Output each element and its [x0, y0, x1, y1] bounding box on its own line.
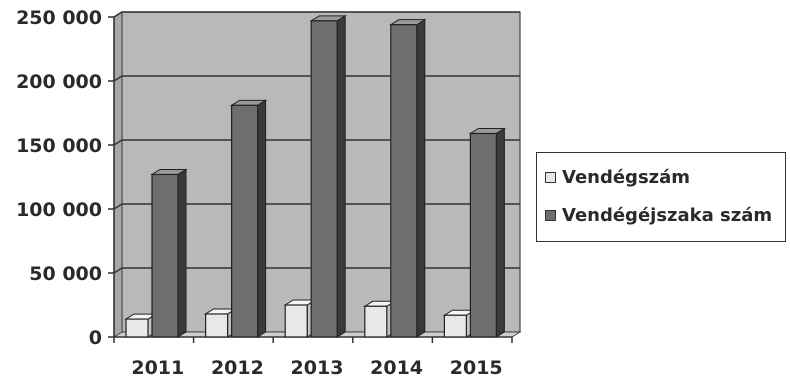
- plot-side-wall: [113, 11, 123, 338]
- bar-vendegejszaka-2015: [469, 132, 497, 338]
- x-tick-label: 2014: [370, 357, 423, 379]
- bar-vendegejszaka-2011-side: [177, 168, 187, 338]
- x-tick-label: 2015: [450, 357, 503, 379]
- gridline: [113, 139, 520, 146]
- y-tick-label: 0: [89, 327, 102, 349]
- bar-vendegejszaka-2012-side: [257, 99, 267, 338]
- gridline: [113, 11, 520, 18]
- y-tick-label: 150 000: [16, 135, 102, 157]
- gridline: [113, 267, 520, 274]
- legend-item-vendegejszaka: Vendégéjszaka szám: [545, 205, 772, 226]
- bar-vendegejszaka-2014-side: [416, 18, 426, 338]
- legend-item-vendegszam: Vendégszám: [545, 167, 690, 188]
- bar-vendegejszaka-2011: [151, 173, 179, 338]
- y-tick-label: 250 000: [16, 7, 102, 29]
- y-tick-label: 100 000: [16, 199, 102, 221]
- bar-vendegejszaka-2012: [231, 104, 259, 338]
- bar-vendegszam-2014: [364, 305, 388, 338]
- x-tick-label: 2011: [131, 357, 184, 379]
- legend-swatch-vendegszam: [545, 172, 556, 183]
- legend-swatch-vendegejszaka: [545, 210, 556, 221]
- x-tick-label: 2012: [211, 357, 264, 379]
- bar-vendegszam-2013: [284, 304, 308, 338]
- bar-vendegszam-2011: [125, 318, 149, 338]
- gridline: [113, 203, 520, 210]
- legend-label-vendegejszaka: Vendégéjszaka szám: [562, 205, 773, 226]
- gridline: [113, 75, 520, 82]
- y-tick-label: 50 000: [29, 263, 102, 285]
- bar-vendegejszaka-2014: [390, 24, 418, 338]
- bar-vendegszam-2015: [443, 314, 467, 338]
- legend-label-vendegszam: Vendégszám: [562, 167, 691, 188]
- bar-vendegszam-2012: [205, 313, 229, 338]
- chart-legend: Vendégszám Vendégéjszaka szám: [536, 152, 786, 242]
- bar-vendegejszaka-2013-side: [336, 14, 346, 338]
- x-tick-label: 2013: [291, 357, 344, 379]
- bar-vendegejszaka-2015-side: [495, 127, 505, 338]
- bar-vendegejszaka-2013: [310, 20, 338, 338]
- y-tick-label: 200 000: [16, 71, 102, 93]
